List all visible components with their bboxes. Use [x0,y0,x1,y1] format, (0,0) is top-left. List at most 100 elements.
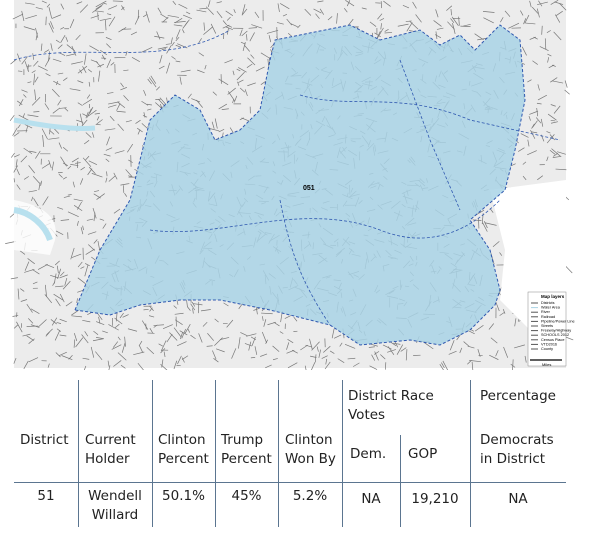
street [175,37,180,42]
street [120,183,130,186]
street [182,14,192,20]
street [20,299,28,302]
street [137,9,140,20]
street [531,123,535,129]
street [130,31,138,36]
street [514,318,517,327]
street [448,350,457,355]
street [86,108,92,118]
street [393,342,401,345]
street [62,176,67,180]
street [459,347,463,354]
street [239,29,243,37]
street [173,305,178,309]
street [181,328,186,339]
column-divider [470,380,471,527]
street [13,178,15,183]
street [127,143,134,153]
street [103,153,111,157]
street [117,123,124,131]
street [241,4,246,15]
street [554,14,561,23]
header: GOP [408,446,438,462]
street [451,16,459,26]
street [142,14,148,18]
street [127,328,138,332]
street [535,117,542,124]
street [27,258,35,265]
street [324,361,331,370]
street [69,88,81,91]
street [499,311,505,316]
street [76,220,79,226]
street [98,70,101,82]
street [374,32,381,38]
street [31,97,41,106]
street [87,109,97,117]
street [237,81,240,86]
street [536,1,548,6]
street [180,69,191,73]
street [488,323,495,330]
street [232,99,235,104]
street [309,338,313,350]
street [441,362,445,369]
street [231,348,237,359]
street [48,137,60,140]
street [374,351,380,355]
header: District Race Votes [348,388,434,423]
street [387,349,397,353]
street [19,99,24,107]
street [559,3,567,11]
street [67,165,72,170]
street [216,10,223,19]
street [59,107,67,109]
street [532,120,538,128]
street [550,0,559,5]
street [45,331,50,337]
street [105,158,110,163]
street [415,14,422,23]
street [28,318,34,324]
street [84,53,87,65]
street [57,268,62,280]
street [369,21,377,27]
cell: Wendell Willard [88,488,142,523]
street [522,175,527,181]
street [20,288,25,292]
street [13,165,18,173]
street [24,124,33,129]
street [117,101,126,109]
street [287,338,294,344]
street [108,175,116,182]
street [112,341,119,348]
street [377,27,384,39]
street [174,312,184,315]
street [9,114,15,121]
street [286,342,290,350]
street [58,351,67,356]
street [12,127,18,136]
street [368,346,375,348]
cell: 50.1% [162,488,205,504]
street [442,360,449,370]
street [233,95,238,103]
street [191,301,196,307]
street [104,128,116,131]
street [28,338,35,344]
street [254,11,260,19]
street [555,168,567,171]
street [24,261,30,271]
street [65,36,69,42]
cell: 45% [231,488,262,504]
street [212,91,217,96]
street [44,294,53,304]
street [93,239,98,244]
street [125,169,133,178]
street [16,168,20,176]
street [333,334,342,339]
street [214,318,219,323]
street [116,103,121,111]
street [120,364,126,369]
street [251,24,263,29]
